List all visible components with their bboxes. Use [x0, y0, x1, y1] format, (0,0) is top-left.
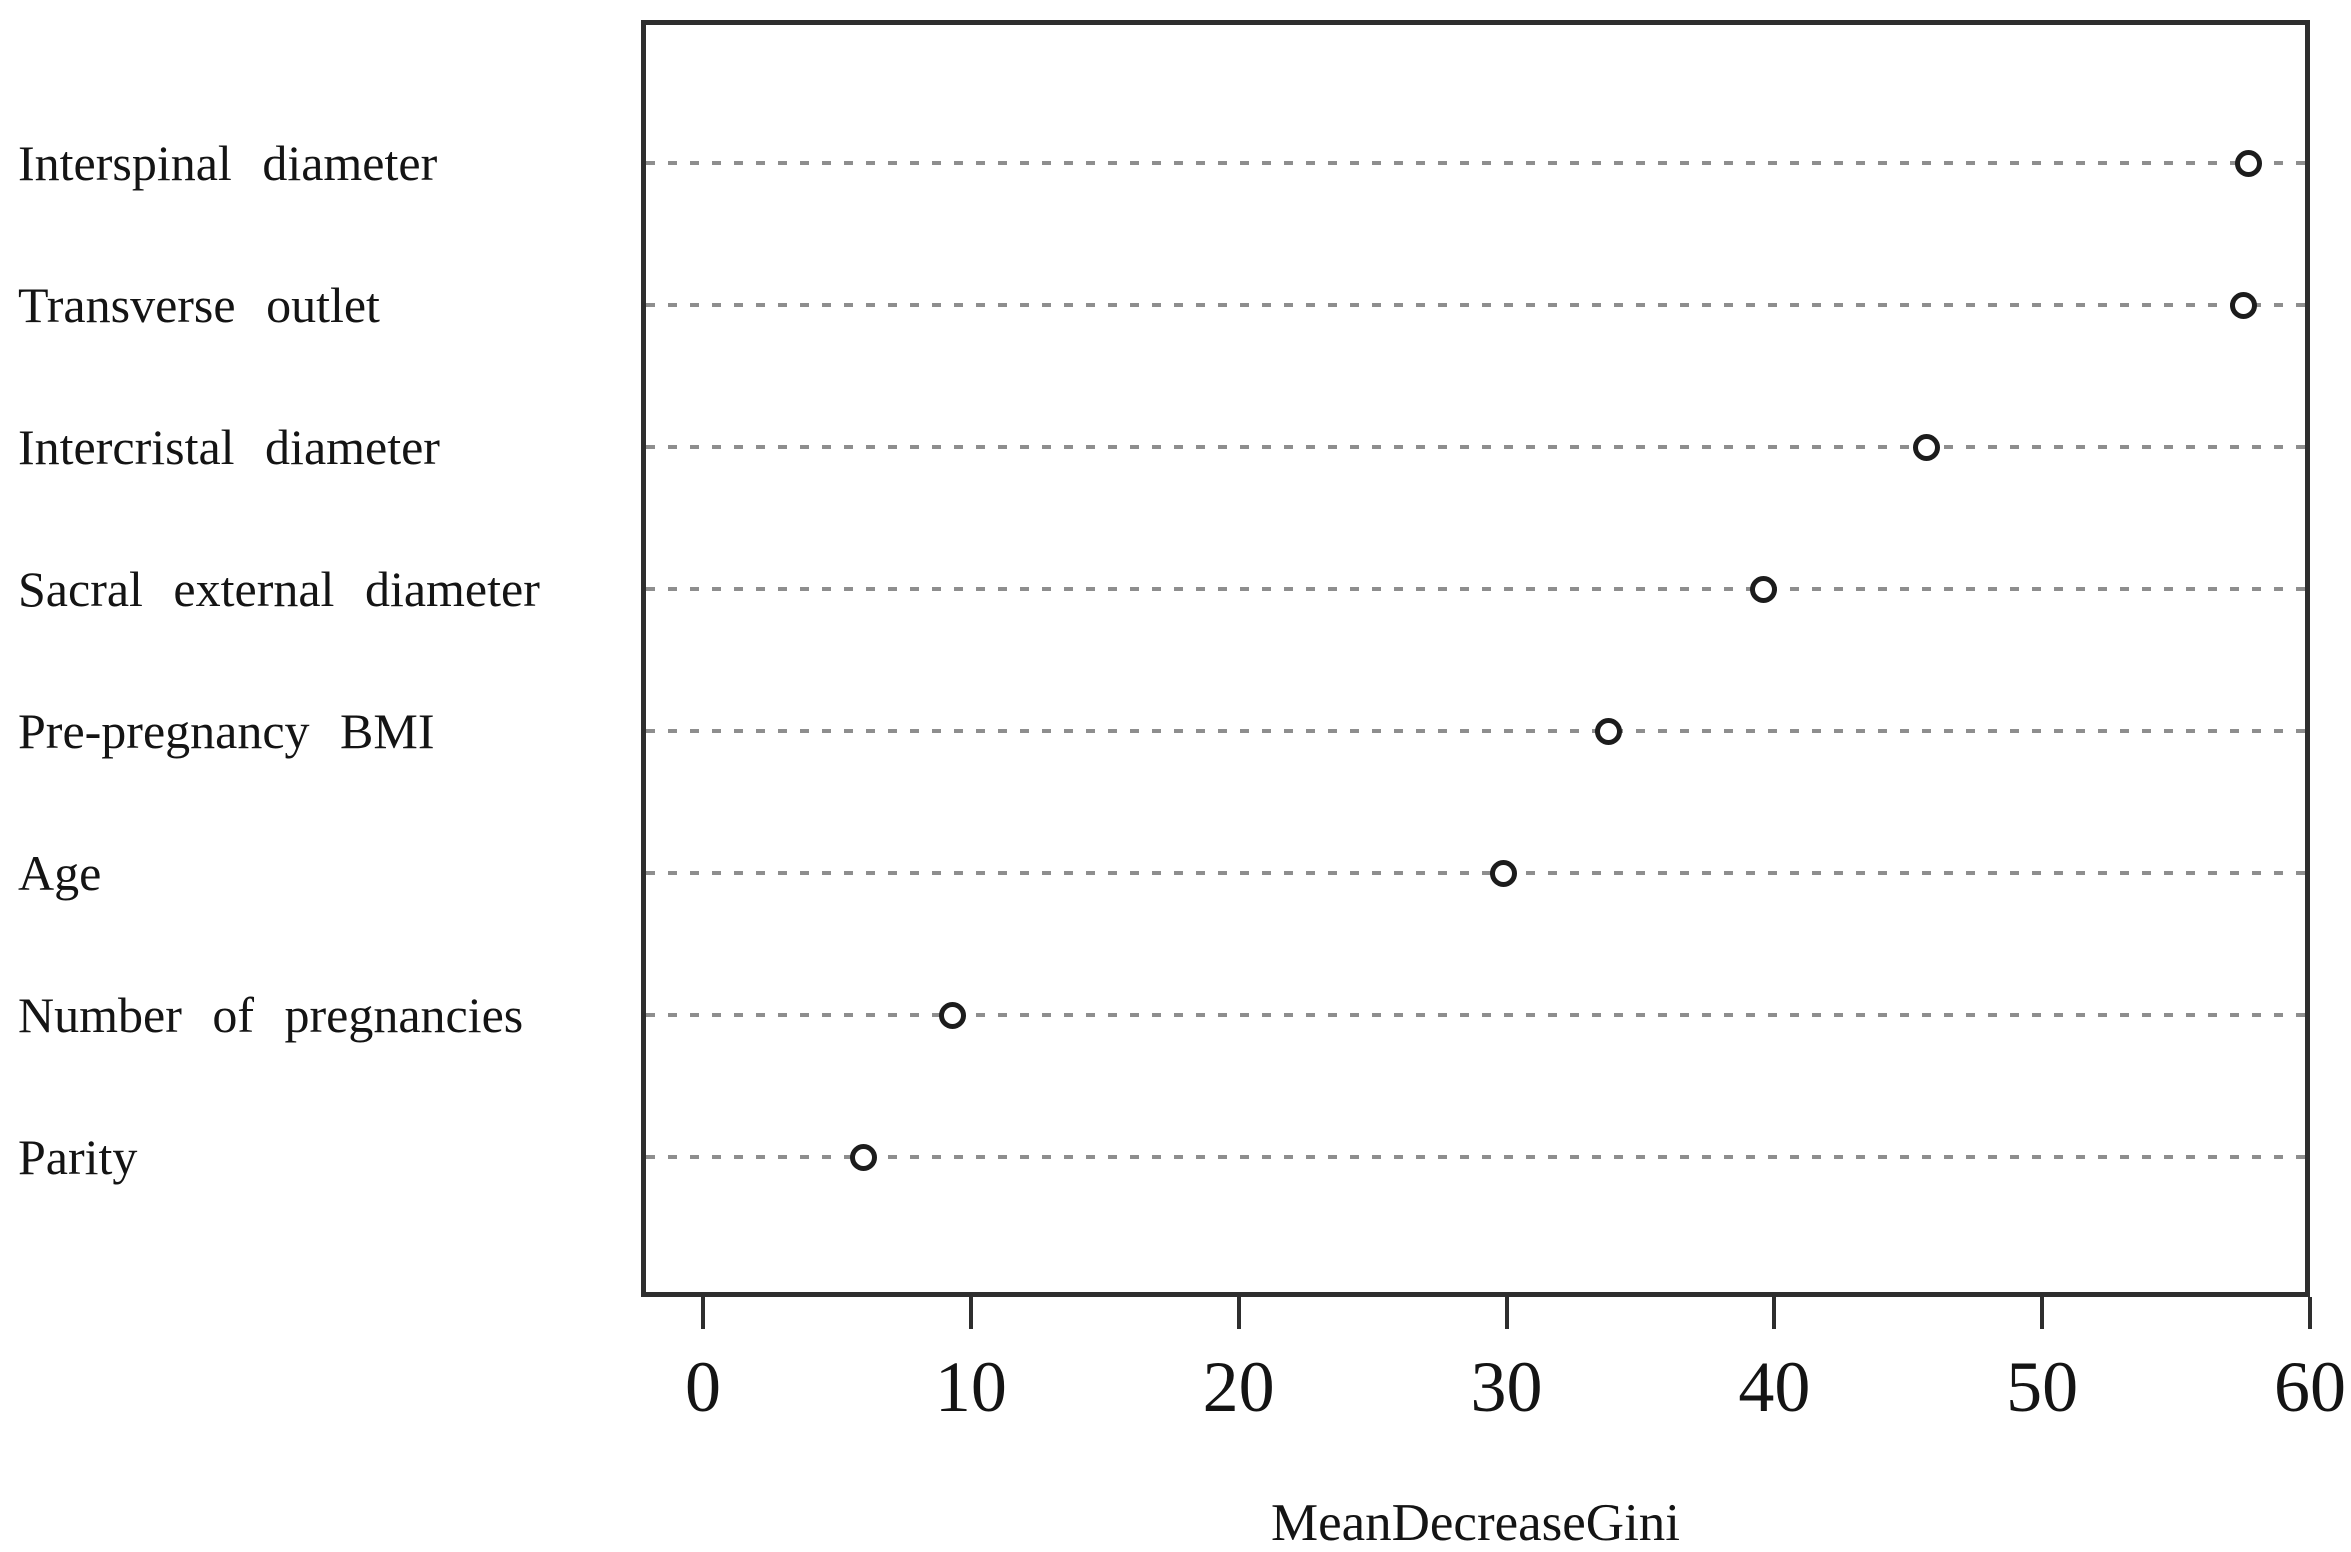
gridline: [646, 871, 2305, 875]
gridline: [646, 729, 2305, 733]
gridline: [646, 1155, 2305, 1159]
x-tick-label: 60: [2274, 1347, 2346, 1427]
plot-area: [641, 20, 2310, 1297]
y-axis-label: Transverse outlet: [18, 277, 380, 333]
data-point: [938, 1001, 966, 1029]
data-point: [2234, 149, 2262, 177]
x-tick-label: 20: [1202, 1347, 1275, 1427]
x-tick-mark: [2040, 1297, 2045, 1329]
data-point: [850, 1143, 878, 1171]
x-axis-title: MeanDecreaseGini: [1270, 1494, 1681, 1552]
gridline: [646, 161, 2305, 165]
x-tick-label: 50: [2006, 1347, 2079, 1427]
x-tick-label: 30: [1470, 1347, 1543, 1427]
x-tick-mark: [1236, 1297, 1241, 1329]
y-axis-label: Pre-pregnancy BMI: [18, 703, 435, 759]
y-axis-label: Parity: [18, 1129, 138, 1185]
data-point: [1490, 859, 1518, 887]
gridline: [646, 587, 2305, 591]
x-tick-mark: [2308, 1297, 2312, 1329]
data-point: [1750, 575, 1778, 603]
x-tick-label: 40: [1738, 1347, 1811, 1427]
x-tick-mark: [968, 1297, 973, 1329]
y-axis-label: Interspinal diameter: [18, 135, 438, 191]
y-axis-label: Intercristal diameter: [18, 419, 440, 475]
gridline: [646, 445, 2305, 449]
gridline: [646, 303, 2305, 307]
data-point: [2229, 291, 2257, 319]
x-tick-label: 10: [934, 1347, 1007, 1427]
y-axis-label: Age: [18, 845, 102, 901]
x-tick-label: 0: [685, 1347, 721, 1427]
data-point: [1594, 717, 1622, 745]
data-point: [1913, 433, 1941, 461]
y-axis-label: Number of pregnancies: [18, 987, 524, 1043]
x-tick-mark: [701, 1297, 705, 1329]
y-axis-label: Sacral external diameter: [18, 561, 540, 617]
gridline: [646, 1013, 2305, 1017]
x-tick-mark: [1772, 1297, 1777, 1329]
x-tick-mark: [1504, 1297, 1509, 1329]
